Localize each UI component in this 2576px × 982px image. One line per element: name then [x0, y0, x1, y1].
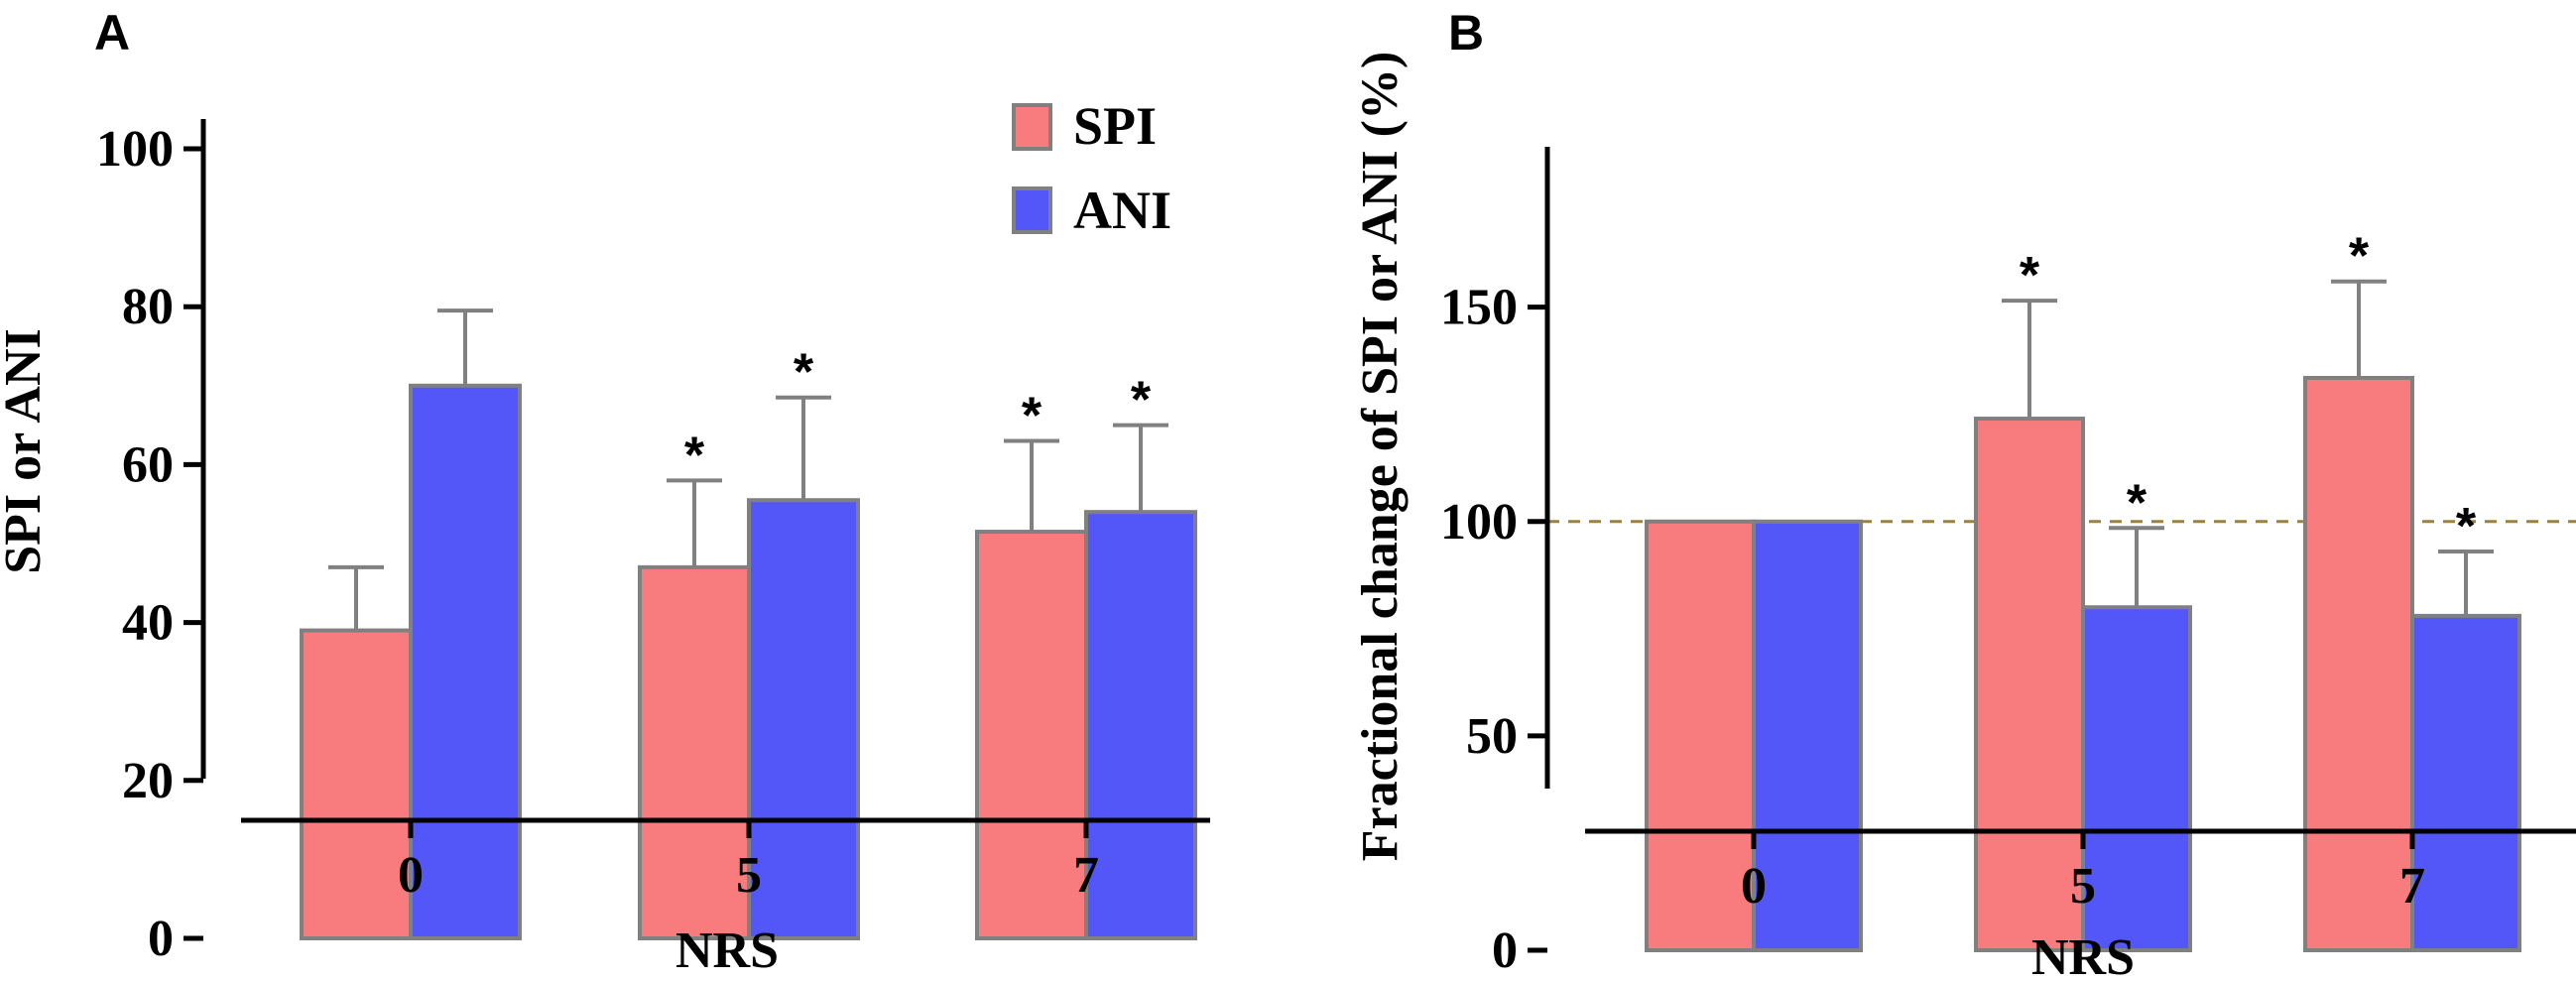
panel-b-x-axis-title: NRS	[2031, 929, 2135, 982]
legend-swatch-ani	[1012, 186, 1052, 234]
panel-a-bar-ani	[409, 383, 522, 940]
panel-a-significance-marker: *	[1131, 372, 1152, 430]
legend-swatch-spi	[1012, 103, 1052, 151]
panel-b-y-tick-label: 0	[1492, 922, 1518, 979]
panel-a-x-axis-title: NRS	[675, 922, 779, 979]
panel-a-x-tick-label: 7	[1073, 847, 1099, 904]
panel-a-y-tick-label: 0	[148, 911, 174, 967]
panel-a-y-tick-label: 80	[122, 279, 174, 335]
panel-a-y-tick-label: 40	[122, 595, 174, 652]
panel-a-bar-spi	[975, 530, 1088, 940]
panel-b-x-tick-label: 5	[2070, 858, 2096, 915]
panel-a-y-axis-title: SPI or ANI	[0, 328, 52, 574]
panel-b-bar-ani	[1752, 519, 1863, 952]
panel-a-letter: A	[94, 5, 130, 61]
panel-a-y-tick-label: 100	[96, 121, 174, 178]
panel-a-bar-spi	[638, 564, 751, 940]
panel-b-bar-spi	[1645, 519, 1756, 952]
panel-a-y-tick-label: 60	[122, 436, 174, 493]
panel-a-bar-ani	[747, 498, 860, 940]
panel-a-y-ticks: 0 20 40 60 80 100	[96, 121, 203, 967]
panel-b-significance-marker: *	[2349, 228, 2370, 286]
panel-b-bars: * * * *	[1645, 228, 2521, 952]
panel-a-x-ticks: 0 5 7	[398, 820, 1099, 904]
panel-a-significance-marker: *	[684, 427, 705, 484]
panel-a-bar-ani	[1084, 510, 1197, 940]
panel-b-letter: B	[1448, 5, 1484, 61]
panel-b-bar-spi	[2303, 375, 2414, 952]
panel-a-bars: * * * *	[300, 308, 1197, 940]
panel-a-axes	[200, 119, 1210, 823]
panel-b-x-ticks: 0 5 7	[1741, 831, 2425, 915]
panel-b-significance-marker: *	[2456, 498, 2477, 555]
panel-b-x-tick-label: 0	[1741, 858, 1767, 915]
panel-a-x-tick-label: 0	[398, 847, 424, 904]
panel-b-bar-ani	[2081, 605, 2192, 952]
panel-b: B * * * * 0 50 100 150 0 5 7 NRS Fractional chan…	[1352, 5, 2576, 982]
panel-b-x-tick-label: 7	[2399, 858, 2425, 915]
panel-a: A * * * * 0 20 40 60 80 100 0 5 7 NRS SPI or ANI S…	[0, 5, 1210, 979]
panel-b-y-tick-label: 100	[1440, 494, 1518, 551]
panel-a-y-tick-label: 20	[122, 753, 174, 809]
panel-b-y-tick-label: 150	[1440, 280, 1518, 336]
legend-label-spi: SPI	[1073, 96, 1157, 156]
panel-a-x-tick-label: 5	[736, 847, 762, 904]
panel-b-significance-marker: *	[2127, 474, 2147, 532]
legend-label-ani: ANI	[1073, 181, 1171, 240]
panel-a-bar-spi	[300, 628, 413, 940]
panel-b-significance-marker: *	[2020, 247, 2040, 305]
panel-b-y-tick-label: 50	[1466, 708, 1518, 765]
panel-b-bar-ani	[2410, 613, 2521, 952]
panel-a-significance-marker: *	[794, 344, 814, 402]
panel-b-y-ticks: 0 50 100 150	[1440, 280, 1547, 979]
panel-b-y-axis-title: Fractional change of SPI or ANI (%)	[1352, 52, 1409, 862]
panel-b-bar-spi	[1974, 417, 2085, 952]
panel-a-significance-marker: *	[1022, 388, 1043, 445]
panel-a-legend: SPI ANI	[1012, 96, 1171, 240]
